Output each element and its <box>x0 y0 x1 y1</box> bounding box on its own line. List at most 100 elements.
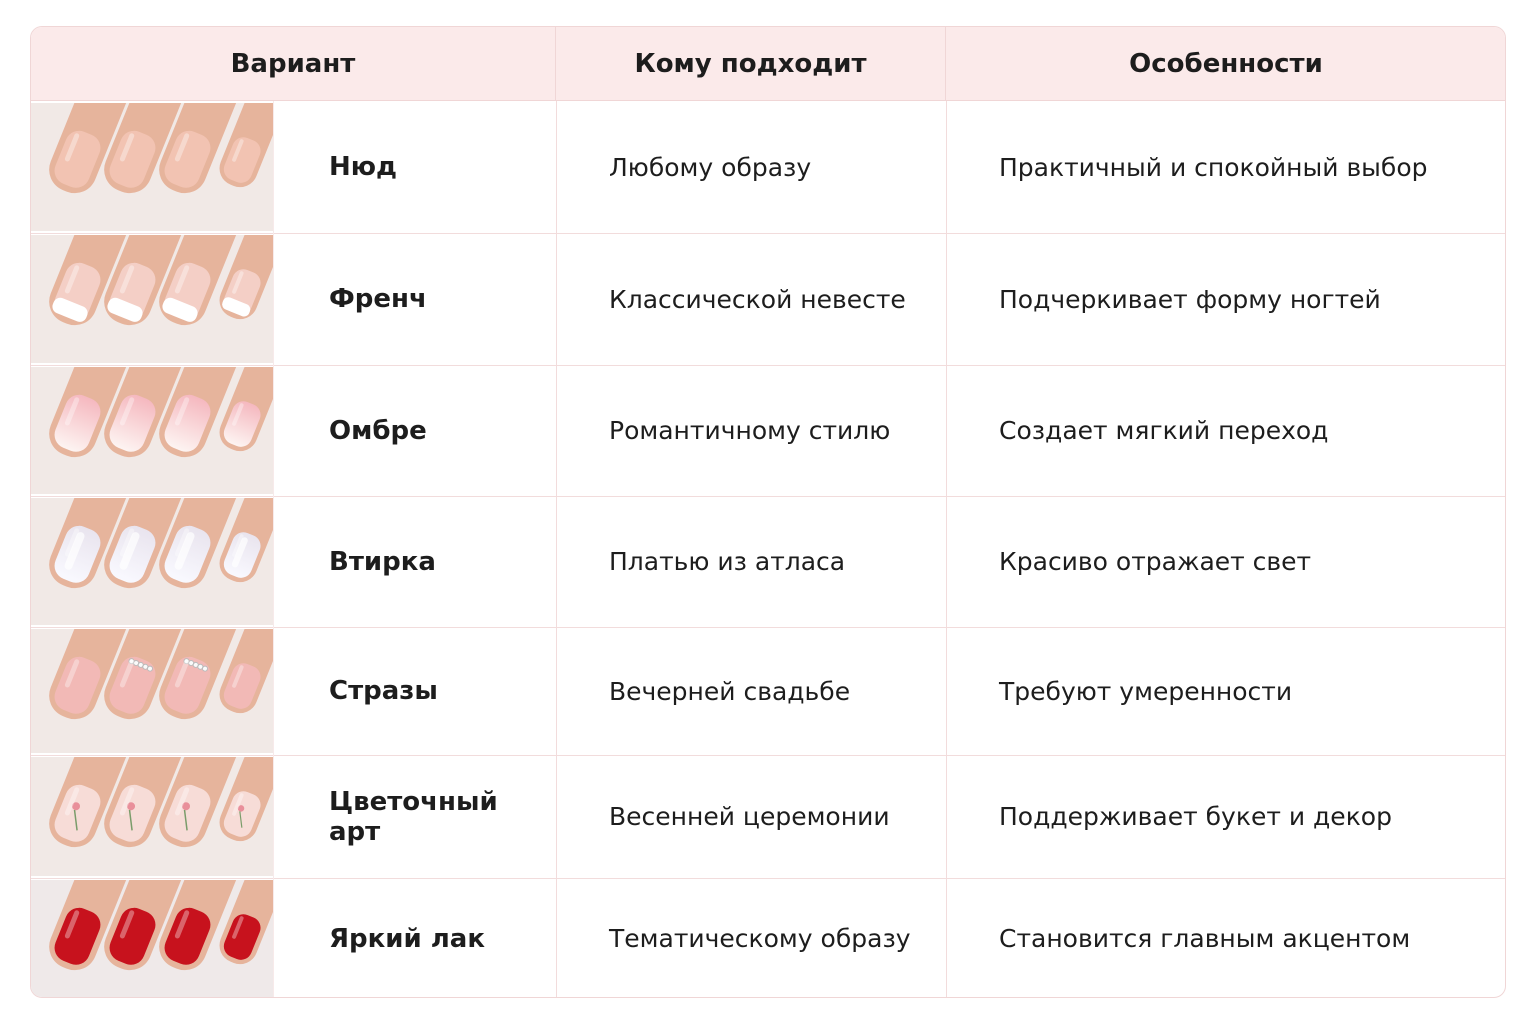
gem <box>202 665 209 672</box>
finger <box>219 757 273 842</box>
finger <box>49 103 137 194</box>
features-text: Практичный и спокойный выбор <box>999 152 1428 182</box>
nail-gloss <box>64 910 80 939</box>
nail-gloss <box>174 397 190 426</box>
finger <box>49 880 137 971</box>
nail-sheen <box>119 532 140 570</box>
suits-text: Платью из атласа <box>609 547 846 576</box>
nail <box>109 907 156 965</box>
nail-gloss <box>174 910 190 939</box>
nail-gloss <box>232 793 244 816</box>
nail-tip <box>107 297 143 322</box>
finger <box>104 367 192 458</box>
nail <box>164 907 211 965</box>
nail <box>164 784 211 842</box>
nail <box>54 784 101 842</box>
nail-gloss <box>119 397 135 426</box>
stem <box>128 809 133 831</box>
nail-sheen <box>174 532 195 570</box>
nail-gloss <box>119 133 135 162</box>
suits-text: Романтичному стилю <box>609 416 891 445</box>
nail-gloss <box>64 133 80 162</box>
nail <box>109 394 156 452</box>
finger <box>49 367 137 458</box>
nail-photo <box>31 367 273 494</box>
finger <box>104 498 192 589</box>
nail-tip <box>222 297 251 317</box>
flower <box>182 802 191 811</box>
finger <box>219 498 273 583</box>
row-divider <box>31 878 1505 879</box>
nail-gloss <box>119 910 135 939</box>
features-text: Становится главным акцентом <box>999 924 1411 953</box>
nail-tip <box>52 297 88 322</box>
nail <box>54 656 101 714</box>
nail <box>223 663 261 709</box>
variant-name: Нюд <box>329 152 398 182</box>
nail <box>109 656 156 714</box>
nail-gloss <box>64 265 80 294</box>
nail-gloss <box>64 659 80 688</box>
row-divider <box>31 755 1505 756</box>
row-divider <box>31 496 1505 497</box>
variant-name: Стразы <box>329 676 438 706</box>
nail-gloss <box>232 139 244 162</box>
nail-sheen <box>64 532 85 570</box>
nail <box>223 401 261 447</box>
nail <box>54 394 101 452</box>
nail <box>223 137 261 183</box>
nail-gloss <box>174 133 190 162</box>
nail-photo <box>31 629 273 753</box>
finger <box>49 235 137 326</box>
finger <box>219 880 273 965</box>
suits-text: Вечерней свадьбе <box>609 676 851 706</box>
nail-gloss <box>232 534 244 557</box>
features-text: Создает мягкий переход <box>999 416 1329 445</box>
nail <box>54 130 101 188</box>
suits-text: Весенней церемонии <box>609 802 890 831</box>
nail-photo <box>31 757 273 876</box>
finger <box>104 757 192 848</box>
finger <box>219 629 273 714</box>
features-text: Подчеркивает форму ногтей <box>999 284 1381 314</box>
nail <box>223 791 261 837</box>
finger <box>104 880 192 971</box>
row-divider <box>31 233 1505 234</box>
column-divider <box>556 101 557 997</box>
column-divider <box>946 101 947 997</box>
nail-gloss <box>174 659 190 688</box>
finger <box>219 235 273 320</box>
nail <box>164 656 211 714</box>
finger <box>49 757 137 848</box>
suits-text: Тематическому образу <box>609 924 911 953</box>
nail-gloss <box>119 265 135 294</box>
stem <box>239 811 243 828</box>
nail-gloss <box>174 787 190 816</box>
nail-gloss <box>232 916 244 939</box>
flower <box>237 805 245 812</box>
flower <box>127 802 136 811</box>
finger <box>159 103 247 194</box>
nail <box>109 130 156 188</box>
nail <box>164 130 211 188</box>
stem <box>183 809 188 831</box>
nail-photo <box>31 880 273 997</box>
finger <box>159 498 247 589</box>
nail-gloss <box>119 528 135 557</box>
variant-name: Цветочный арт <box>329 786 498 847</box>
features-text: Требуют умеренности <box>999 676 1293 706</box>
finger <box>104 629 192 720</box>
nail <box>223 914 261 960</box>
nail <box>109 784 156 842</box>
finger <box>159 880 247 971</box>
row-divider <box>31 365 1505 366</box>
nail-gloss <box>174 265 190 294</box>
nail-gloss <box>119 659 135 688</box>
nail-gloss <box>232 403 244 426</box>
nail-gloss <box>64 397 80 426</box>
nail-photo <box>31 498 273 625</box>
flower <box>72 802 81 811</box>
finger <box>159 757 247 848</box>
finger <box>159 629 247 720</box>
column-divider <box>273 101 274 997</box>
